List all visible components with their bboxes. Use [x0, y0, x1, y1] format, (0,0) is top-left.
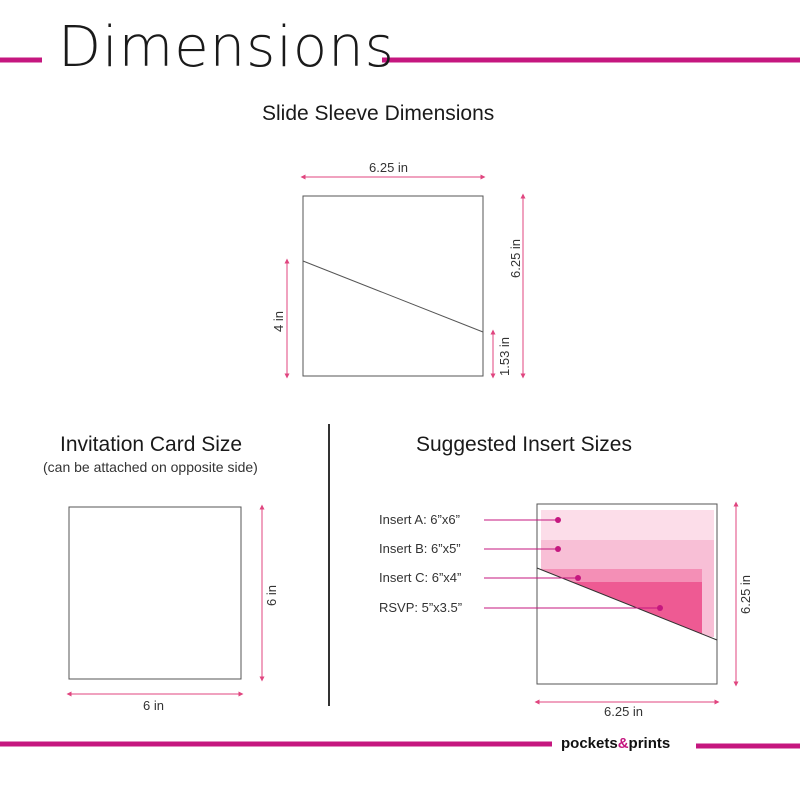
inserts-heading: Suggested Insert Sizes	[416, 433, 632, 456]
brand-logo: pockets&prints	[561, 735, 670, 752]
rsvp-dot	[657, 605, 663, 611]
insert-height-label: 6.25 in	[738, 574, 753, 614]
insert-a-label: Insert A: 6”x6”	[379, 512, 460, 527]
brand-text-pockets: pockets	[561, 735, 618, 752]
insert-a-dot	[555, 517, 561, 523]
insert-c-label: Insert C: 6”x4”	[379, 570, 462, 585]
insert-b-label: Insert B: 6”x5”	[379, 541, 461, 556]
sleeve-width-label: 6.25 in	[369, 160, 409, 175]
invitation-width-label: 6 in	[143, 698, 164, 713]
invitation-heading: Invitation Card Size	[60, 433, 243, 456]
sleeve-outline	[302, 195, 484, 377]
invitation-card-outline	[68, 506, 242, 680]
insert-cut-mask	[538, 568, 716, 683]
sleeve-left-label: 4 in	[271, 311, 286, 332]
page-title: Dimensions	[58, 15, 395, 80]
invitation-subheading: (can be attached on opposite side)	[43, 459, 258, 475]
insert-diagonal-cut	[536, 567, 718, 641]
sleeve-height-label: 6.25 in	[508, 238, 523, 278]
insert-b-dot	[555, 546, 561, 552]
insert-c-dot	[575, 575, 581, 581]
brand-text-prints: prints	[628, 735, 671, 752]
insert-width-label: 6.25 in	[604, 704, 644, 719]
invitation-height-label: 6 in	[264, 585, 279, 606]
sleeve-right-small-label: 1.53 in	[497, 336, 512, 376]
sleeve-heading: Slide Sleeve Dimensions	[262, 102, 495, 125]
brand-ampersand: &	[617, 735, 629, 752]
sleeve-diagonal-cut	[302, 260, 484, 333]
rsvp-label: RSVP: 5”x3.5”	[379, 600, 463, 615]
insert-sleeve-outline	[536, 503, 718, 685]
